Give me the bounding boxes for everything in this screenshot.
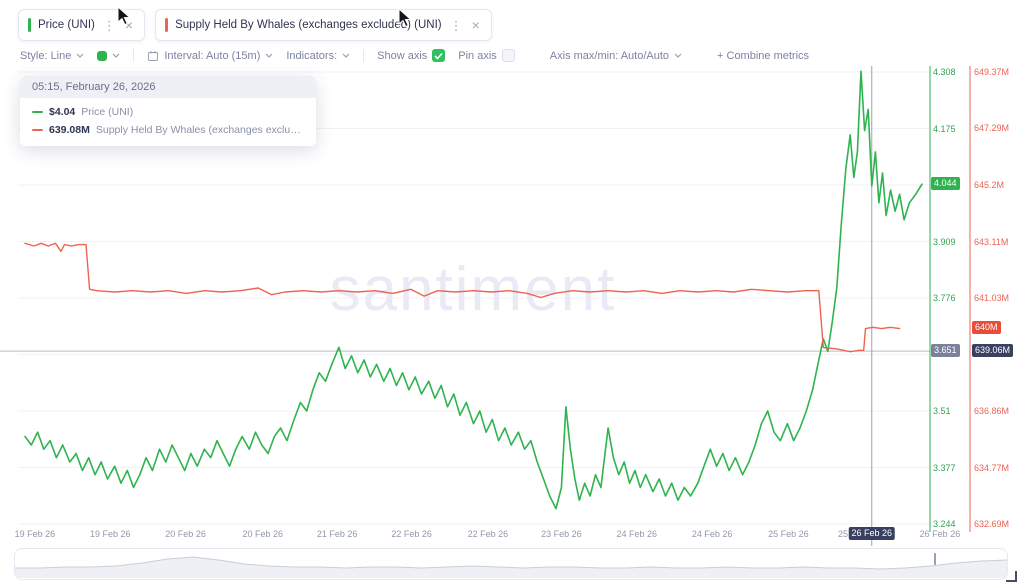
resize-handle-icon[interactable] <box>1006 571 1017 582</box>
pin-axis-checkbox[interactable] <box>501 49 515 62</box>
combine-metrics-button[interactable]: + Combine metrics <box>717 50 809 62</box>
pin-axis-label: Pin axis <box>458 49 497 62</box>
metric-tabs: Price (UNI) ⋮ × Supply Held By Whales (e… <box>18 9 492 41</box>
watermark: santiment <box>330 255 617 324</box>
close-icon[interactable]: × <box>124 17 134 33</box>
tooltip-supply-value: 639.08M <box>49 124 90 136</box>
combine-metrics-label: + Combine metrics <box>717 49 810 62</box>
show-axis-label: Show axis <box>377 49 428 62</box>
style-select[interactable]: Style: Line <box>20 50 84 62</box>
tab-color-indicator <box>28 18 31 32</box>
chart-toolbar: Style: Line Interval: Auto (15m) Indicat… <box>20 49 809 62</box>
toolbar-divider <box>133 49 135 62</box>
indicators-label: Indicators: <box>286 49 338 62</box>
kebab-menu-icon[interactable]: ⋮ <box>102 17 116 33</box>
chevron-down-icon <box>265 53 273 58</box>
axis-maxmin-label: Axis max/min: Auto/Auto <box>549 49 670 62</box>
close-icon[interactable]: × <box>471 17 480 33</box>
style-label: Style: Line <box>20 49 72 62</box>
tab-label: Price (UNI) <box>38 19 95 31</box>
show-axis-toggle[interactable]: Show axis <box>377 49 446 62</box>
checkmark-icon <box>434 52 443 60</box>
mouse-cursor-icon <box>117 6 131 26</box>
interval-label: Interval: Auto (15m) <box>164 49 261 62</box>
interval-select[interactable]: Interval: Auto (15m) <box>147 50 273 62</box>
chart-canvas[interactable]: santiment <box>0 0 1024 546</box>
pin-axis-toggle[interactable]: Pin axis <box>458 49 515 62</box>
tooltip-price-name: Price (UNI) <box>81 106 134 118</box>
chevron-down-icon <box>76 53 84 58</box>
chart-tooltip: 05:15, February 26, 2026 $4.04 Price (UN… <box>20 76 316 146</box>
series-color-picker[interactable] <box>97 50 120 61</box>
tooltip-supply-name: Supply Held By Whales (exchanges exclude… <box>95 124 304 136</box>
series-dash-icon <box>32 129 43 131</box>
navigator-handle[interactable] <box>934 553 936 565</box>
indicators-select[interactable]: Indicators: <box>286 50 350 62</box>
navigator-sparkline <box>15 556 1007 578</box>
toolbar-divider <box>363 49 365 62</box>
mouse-cursor-icon <box>398 8 412 28</box>
chevron-down-icon <box>674 53 682 58</box>
tab-color-indicator <box>165 18 169 32</box>
timeline-navigator[interactable] <box>14 548 1008 580</box>
price-series-line <box>24 70 923 510</box>
kebab-menu-icon[interactable]: ⋮ <box>449 17 463 33</box>
tooltip-body: $4.04 Price (UNI) 639.08M Supply Held By… <box>20 98 316 146</box>
show-axis-checkbox[interactable] <box>432 49 446 62</box>
axis-maxmin-select[interactable]: Axis max/min: Auto/Auto <box>550 50 682 62</box>
tooltip-timestamp: 05:15, February 26, 2026 <box>20 76 316 98</box>
supply-series-line <box>24 242 901 353</box>
tooltip-row-supply: 639.08M Supply Held By Whales (exchanges… <box>32 124 304 136</box>
chevron-down-icon <box>112 53 120 58</box>
tooltip-price-value: $4.04 <box>49 106 76 118</box>
chevron-down-icon <box>342 53 350 58</box>
tab-label: Supply Held By Whales (exchanges exclude… <box>175 19 442 31</box>
tooltip-row-price: $4.04 Price (UNI) <box>32 106 304 118</box>
tab-supply-held-by-whales[interactable]: Supply Held By Whales (exchanges exclude… <box>155 9 492 41</box>
interval-icon <box>148 50 159 61</box>
color-swatch <box>97 50 108 61</box>
series-dash-icon <box>32 111 43 113</box>
